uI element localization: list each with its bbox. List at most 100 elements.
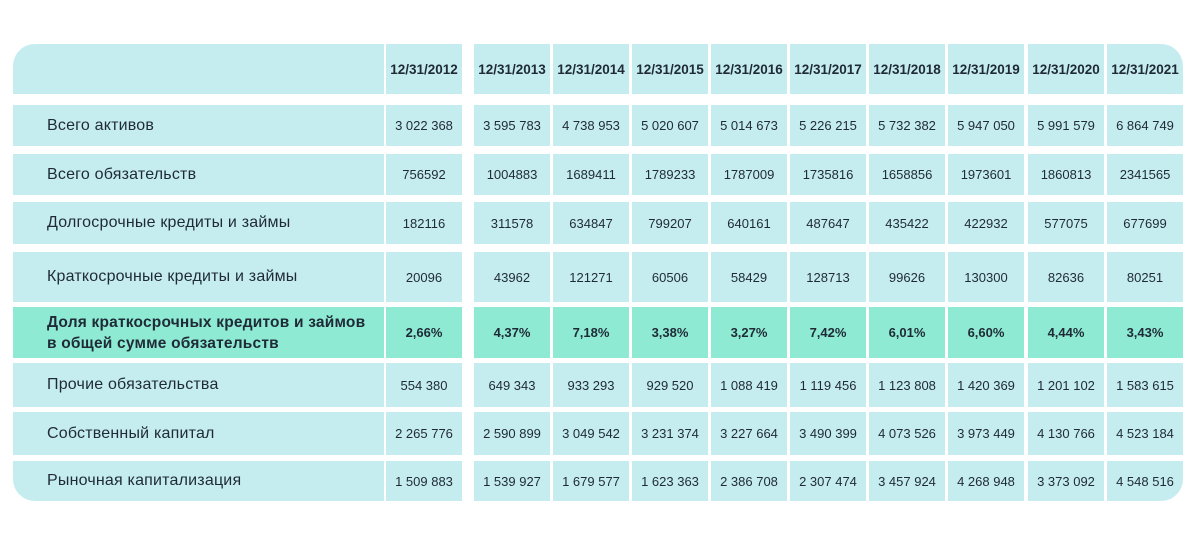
table-value-cell: 4,44% — [1028, 307, 1104, 358]
table-value-cell: 1789233 — [632, 154, 708, 195]
table-value-cell: 121271 — [553, 252, 629, 302]
table-value-cell: 1 123 808 — [869, 363, 945, 407]
table-value-cell: 577075 — [1028, 202, 1104, 244]
table-value-cell: 2,66% — [386, 307, 462, 358]
table-value-cell: 1 539 927 — [474, 461, 550, 501]
table-value-cell: 3 227 664 — [711, 412, 787, 455]
row-label: Долгосрочные кредиты и займы — [13, 202, 384, 244]
column-header-date: 12/31/2021 — [1107, 44, 1183, 94]
header-corner-cell — [13, 44, 384, 94]
row-label: Собственный капитал — [13, 412, 384, 455]
table-value-cell: 2 307 474 — [790, 461, 866, 501]
table-value-cell: 4 523 184 — [1107, 412, 1183, 455]
table-value-cell: 6,01% — [869, 307, 945, 358]
table-value-cell: 1 679 577 — [553, 461, 629, 501]
table-value-cell: 4 548 516 — [1107, 461, 1183, 501]
column-header-date: 12/31/2020 — [1028, 44, 1104, 94]
table-value-cell: 1973601 — [948, 154, 1024, 195]
table-value-cell: 2 265 776 — [386, 412, 462, 455]
table-value-cell: 3 595 783 — [474, 105, 550, 146]
table-value-cell: 649 343 — [474, 363, 550, 407]
table-value-cell: 58429 — [711, 252, 787, 302]
table-value-cell: 2 590 899 — [474, 412, 550, 455]
row-label: Краткосрочные кредиты и займы — [13, 252, 384, 302]
row-label: Прочие обязательства — [13, 363, 384, 407]
table-value-cell: 5 991 579 — [1028, 105, 1104, 146]
table-value-cell: 1 201 102 — [1028, 363, 1104, 407]
table-value-cell: 4 073 526 — [869, 412, 945, 455]
table-value-cell: 82636 — [1028, 252, 1104, 302]
table-value-cell: 933 293 — [553, 363, 629, 407]
table-value-cell: 435422 — [869, 202, 945, 244]
table-value-cell: 3 231 374 — [632, 412, 708, 455]
table-value-cell: 1 623 363 — [632, 461, 708, 501]
table-value-cell: 6 864 749 — [1107, 105, 1183, 146]
table-value-cell: 3,43% — [1107, 307, 1183, 358]
table-value-cell: 2341565 — [1107, 154, 1183, 195]
table-value-cell: 1 509 883 — [386, 461, 462, 501]
table-value-cell: 182116 — [386, 202, 462, 244]
table-value-cell: 43962 — [474, 252, 550, 302]
table-value-cell: 80251 — [1107, 252, 1183, 302]
table-value-cell: 756592 — [386, 154, 462, 195]
table-value-cell: 4,37% — [474, 307, 550, 358]
table-value-cell: 99626 — [869, 252, 945, 302]
table-value-cell: 5 732 382 — [869, 105, 945, 146]
table-value-cell: 3 022 368 — [386, 105, 462, 146]
table-value-cell: 640161 — [711, 202, 787, 244]
table-value-cell: 1787009 — [711, 154, 787, 195]
table-value-cell: 799207 — [632, 202, 708, 244]
column-header-date: 12/31/2017 — [790, 44, 866, 94]
table-value-cell: 5 020 607 — [632, 105, 708, 146]
table-value-cell: 677699 — [1107, 202, 1183, 244]
table-value-cell: 3 490 399 — [790, 412, 866, 455]
table-value-cell: 554 380 — [386, 363, 462, 407]
table-value-cell: 3 973 449 — [948, 412, 1024, 455]
table-value-cell: 5 947 050 — [948, 105, 1024, 146]
row-label: Всего активов — [13, 105, 384, 146]
table-value-cell: 1860813 — [1028, 154, 1104, 195]
column-header-date: 12/31/2018 — [869, 44, 945, 94]
table-value-cell: 634847 — [553, 202, 629, 244]
row-label: Всего обязательств — [13, 154, 384, 195]
table-value-cell: 4 130 766 — [1028, 412, 1104, 455]
column-header-date: 12/31/2012 — [386, 44, 462, 94]
table-value-cell: 5 014 673 — [711, 105, 787, 146]
column-header-date: 12/31/2014 — [553, 44, 629, 94]
table-value-cell: 1 088 419 — [711, 363, 787, 407]
table-value-cell: 7,42% — [790, 307, 866, 358]
table-value-cell: 3,27% — [711, 307, 787, 358]
table-value-cell: 487647 — [790, 202, 866, 244]
table-value-cell: 1 119 456 — [790, 363, 866, 407]
table-value-cell: 3,38% — [632, 307, 708, 358]
table-value-cell: 929 520 — [632, 363, 708, 407]
table-value-cell: 130300 — [948, 252, 1024, 302]
column-header-date: 12/31/2019 — [948, 44, 1024, 94]
table-value-cell: 128713 — [790, 252, 866, 302]
table-value-cell: 1 583 615 — [1107, 363, 1183, 407]
column-header-date: 12/31/2016 — [711, 44, 787, 94]
table-value-cell: 1689411 — [553, 154, 629, 195]
table-value-cell: 20096 — [386, 252, 462, 302]
table-value-cell: 3 049 542 — [553, 412, 629, 455]
table-value-cell: 1735816 — [790, 154, 866, 195]
table-value-cell: 311578 — [474, 202, 550, 244]
table-value-cell: 1658856 — [869, 154, 945, 195]
table-value-cell: 4 738 953 — [553, 105, 629, 146]
table-value-cell: 1 420 369 — [948, 363, 1024, 407]
table-value-cell: 2 386 708 — [711, 461, 787, 501]
table-value-cell: 7,18% — [553, 307, 629, 358]
table-value-cell: 3 457 924 — [869, 461, 945, 501]
table-value-cell: 6,60% — [948, 307, 1024, 358]
row-label: Доля краткосрочных кредитов и займов в о… — [13, 307, 384, 358]
table-value-cell: 60506 — [632, 252, 708, 302]
table-value-cell: 4 268 948 — [948, 461, 1024, 501]
table-value-cell: 422932 — [948, 202, 1024, 244]
table-value-cell: 3 373 092 — [1028, 461, 1104, 501]
column-header-date: 12/31/2013 — [474, 44, 550, 94]
row-label: Рыночная капитализация — [13, 461, 384, 501]
column-header-date: 12/31/2015 — [632, 44, 708, 94]
table-value-cell: 1004883 — [474, 154, 550, 195]
table-value-cell: 5 226 215 — [790, 105, 866, 146]
